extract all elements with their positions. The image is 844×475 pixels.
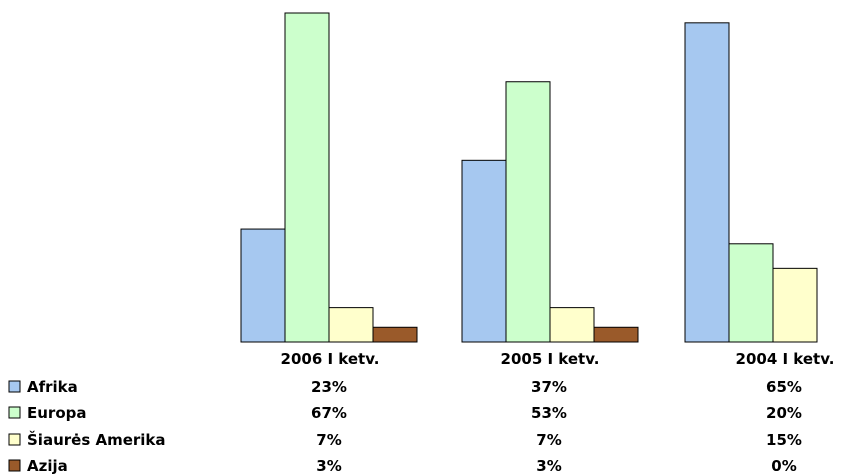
value-label-afrika-2: 37% [531,378,567,396]
bar-europa-1 [284,12,330,343]
value-label-siaures-amerika-3: 15% [766,431,802,449]
bar-siaures-amerika-3 [772,267,818,343]
legend-label-siaures-amerika: Šiaurės Amerika [27,430,166,449]
legend-label-azija: Azija [27,457,68,475]
value-label-siaures-amerika-1: 7% [316,431,341,449]
bar-siaures-amerika-2 [549,307,595,343]
legend-swatch-siaures-amerika [8,433,21,446]
category-labels: 2006 I ketv. 2005 I ketv. 2004 I ketv. [281,350,835,368]
category-label: 2004 I ketv. [736,350,835,368]
legend-table: Afrika 23% 37% 65% Europa 67% 53% 20% Šiaurės Am… [8,378,802,475]
legend-swatch-azija [8,459,21,472]
value-label-azija-1: 3% [316,457,341,475]
value-label-europa-1: 67% [311,404,347,422]
legend-label-europa: Europa [27,404,87,422]
value-label-europa-2: 53% [531,404,567,422]
value-label-europa-3: 20% [766,404,802,422]
category-label: 2006 I ketv. [281,350,380,368]
bar-europa-3 [728,243,774,343]
value-label-siaures-amerika-2: 7% [536,431,561,449]
bars [240,12,818,343]
bar-europa-2 [505,81,551,343]
legend-swatch-europa [8,406,21,419]
bar-siaures-amerika-1 [328,307,374,343]
value-label-azija-2: 3% [536,457,561,475]
value-label-afrika-3: 65% [766,378,802,396]
bar-afrika-3 [684,22,730,343]
bar-azija-1 [372,326,418,343]
bar-afrika-1 [240,228,286,343]
legend-label-afrika: Afrika [27,378,78,396]
legend-swatch-afrika [8,380,21,393]
bar-afrika-2 [461,159,507,343]
value-label-azija-3: 0% [771,457,796,475]
bar-azija-2 [593,326,639,343]
category-label: 2005 I ketv. [501,350,600,368]
value-label-afrika-1: 23% [311,378,347,396]
